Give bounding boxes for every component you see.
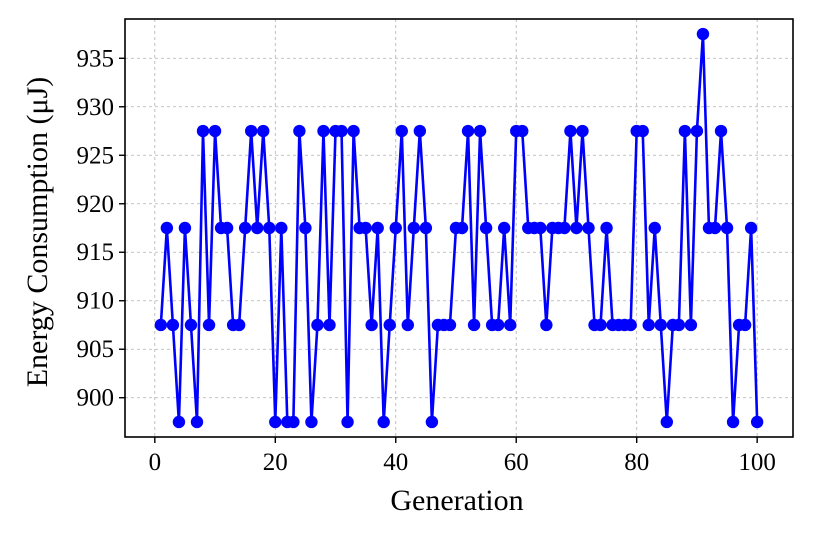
- data-point: [347, 124, 360, 138]
- data-point: [750, 415, 764, 429]
- data-point: [154, 318, 168, 332]
- data-point: [389, 221, 402, 235]
- data-point: [263, 221, 276, 235]
- data-point: [696, 27, 710, 41]
- x-tick-label: 100: [738, 449, 776, 476]
- data-point: [654, 318, 667, 332]
- data-point: [335, 124, 348, 138]
- data-point: [269, 415, 282, 429]
- data-point: [714, 124, 728, 138]
- x-axis-title: Generation: [390, 484, 523, 517]
- data-point: [371, 221, 384, 235]
- data-point: [232, 318, 246, 332]
- data-point: [642, 318, 655, 332]
- data-point: [473, 124, 487, 138]
- data-point: [708, 221, 722, 235]
- data-point: [479, 221, 493, 235]
- data-point: [413, 124, 427, 138]
- data-point: [311, 318, 324, 332]
- data-point: [467, 318, 481, 332]
- data-point: [407, 221, 421, 235]
- data-point: [208, 124, 222, 138]
- data-point: [576, 124, 589, 138]
- data-point: [365, 318, 378, 332]
- data-point: [534, 221, 547, 235]
- data-point: [323, 318, 336, 332]
- data-point: [558, 221, 571, 235]
- data-point: [160, 221, 174, 235]
- y-tick-label: 935: [77, 45, 115, 72]
- data-point: [419, 221, 433, 235]
- data-point: [257, 124, 270, 138]
- data-point: [251, 221, 264, 235]
- data-point: [582, 221, 595, 235]
- data-point: [341, 415, 354, 429]
- data-point: [184, 318, 198, 332]
- data-point: [220, 221, 234, 235]
- data-point: [172, 415, 186, 429]
- data-point: [443, 318, 457, 332]
- data-point: [202, 318, 216, 332]
- y-tick-label: 930: [77, 94, 115, 121]
- y-tick-label: 910: [77, 288, 115, 315]
- data-point: [516, 124, 529, 138]
- y-tick-label: 900: [77, 385, 115, 412]
- data-point: [600, 221, 613, 235]
- data-point: [648, 221, 661, 235]
- y-tick-label: 925: [77, 142, 115, 169]
- data-point: [491, 318, 505, 332]
- data-point: [461, 124, 475, 138]
- data-point: [720, 221, 734, 235]
- data-point: [425, 415, 439, 429]
- y-tick-label: 905: [77, 336, 115, 363]
- data-point: [684, 318, 698, 332]
- data-point: [678, 124, 692, 138]
- data-point: [624, 318, 637, 332]
- data-point: [299, 221, 312, 235]
- data-point: [359, 221, 372, 235]
- data-point: [726, 415, 740, 429]
- series-blue: [154, 27, 764, 429]
- data-point: [672, 318, 686, 332]
- data-point: [305, 415, 318, 429]
- data-point: [244, 124, 258, 138]
- data-point: [455, 221, 469, 235]
- y-tick-label: 920: [77, 191, 115, 218]
- data-point: [570, 221, 583, 235]
- data-point: [540, 318, 553, 332]
- data-point: [401, 318, 415, 332]
- data-point: [196, 124, 210, 138]
- data-point: [293, 124, 306, 138]
- data-point: [395, 124, 408, 138]
- x-tick-label: 0: [149, 449, 162, 476]
- data-point: [594, 318, 607, 332]
- data-point: [238, 221, 252, 235]
- data-point: [738, 318, 752, 332]
- x-tick-label: 40: [383, 449, 408, 476]
- y-tick-label: 915: [77, 239, 115, 266]
- data-point: [383, 318, 396, 332]
- data-point: [690, 124, 704, 138]
- data-point: [503, 318, 517, 332]
- data-point: [317, 124, 330, 138]
- data-point: [166, 318, 180, 332]
- axis-ticks: 0 20 40 60 80 100 900 905 910 915 920 925 930 935: [77, 45, 776, 476]
- data-point: [497, 221, 511, 235]
- x-tick-label: 60: [504, 449, 529, 476]
- plot-frame: [124, 18, 794, 438]
- x-tick-label: 80: [624, 449, 649, 476]
- data-point: [178, 221, 192, 235]
- data-point: [564, 124, 577, 138]
- x-tick-label: 20: [263, 449, 288, 476]
- data-point: [275, 221, 288, 235]
- data-point: [636, 124, 649, 138]
- data-point: [377, 415, 390, 429]
- data-point: [190, 415, 204, 429]
- data-point: [660, 415, 674, 429]
- data-point: [744, 221, 758, 235]
- grid-lines: [125, 19, 793, 437]
- data-point: [287, 415, 300, 429]
- y-axis-title: Energy Consumption (μJ): [21, 77, 54, 388]
